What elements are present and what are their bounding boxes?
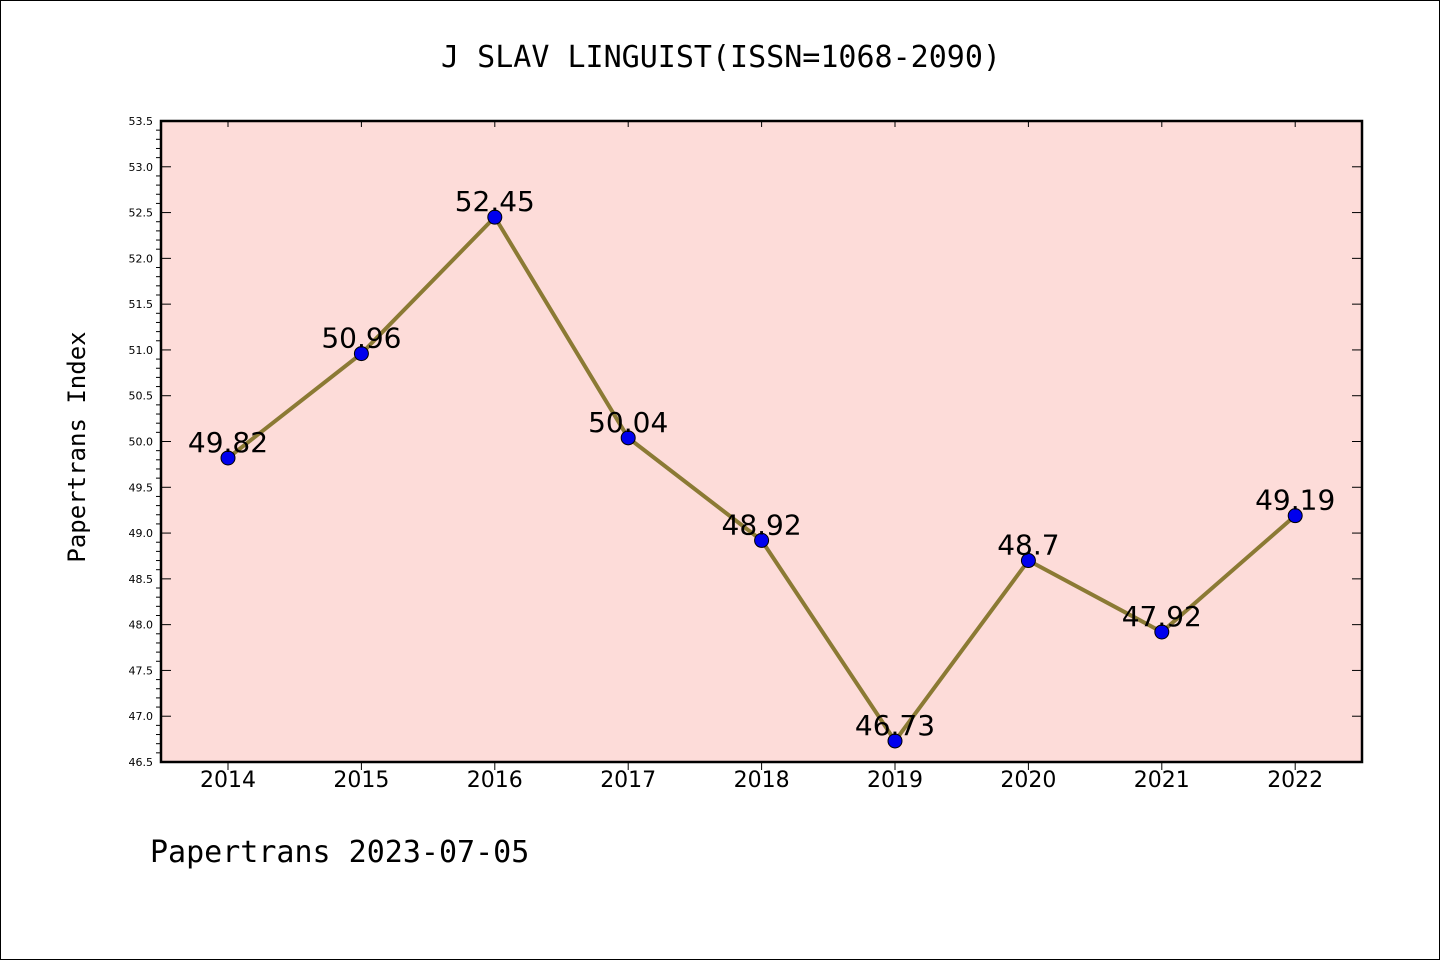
chart-title: J SLAV LINGUIST(ISSN=1068-2090) — [441, 40, 1001, 75]
data-label: 49.19 — [1255, 484, 1335, 517]
data-point-marker — [887, 733, 903, 749]
y-tick-label: 51.0 — [129, 344, 154, 357]
data-label: 49.82 — [188, 426, 268, 459]
x-tick-label: 2014 — [200, 768, 256, 793]
y-tick-label: 47.5 — [129, 664, 154, 677]
x-tick-label: 2018 — [734, 768, 790, 793]
data-label: 50.96 — [321, 322, 401, 355]
y-tick-label: 46.5 — [129, 756, 154, 769]
data-label: 48.92 — [722, 508, 802, 541]
y-axis-label: Papertrans Index — [63, 331, 91, 562]
plot-frame — [159, 119, 1364, 764]
y-tick-label: 50.5 — [129, 390, 154, 403]
y-tick-label: 48.5 — [129, 573, 154, 586]
data-point-marker — [1154, 624, 1170, 640]
data-labels-group: 49.82 50.96 52.45 50.04 48.92 46.73 48.7 47.92 4… — [188, 185, 1335, 742]
data-point-marker — [1020, 553, 1036, 569]
y-tick-label: 53.5 — [129, 115, 154, 128]
data-point-marker — [1287, 508, 1303, 524]
data-label: 50.04 — [588, 406, 668, 439]
x-tick-label: 2019 — [867, 768, 923, 793]
data-point-marker — [220, 450, 236, 466]
x-tick-label: 2020 — [1000, 768, 1056, 793]
y-tick-label: 53.0 — [129, 161, 154, 174]
x-tick-label: 2015 — [333, 768, 389, 793]
data-point-marker — [487, 209, 503, 225]
y-tick-label: 52.0 — [129, 252, 154, 265]
data-label: 46.73 — [855, 709, 935, 742]
y-tick-label: 49.0 — [129, 527, 154, 540]
y-tick-label: 51.5 — [129, 298, 154, 311]
series-line-group — [220, 209, 1303, 749]
data-label: 47.92 — [1122, 600, 1202, 633]
data-label: 52.45 — [455, 185, 535, 218]
data-point-marker — [754, 532, 770, 548]
data-point-marker — [353, 346, 369, 362]
data-label: 48.7 — [997, 529, 1059, 562]
x-tick-label: 2017 — [600, 768, 656, 793]
x-tick-label: 2022 — [1267, 768, 1323, 793]
plot-area — [161, 121, 1362, 762]
data-point-marker — [620, 430, 636, 446]
y-tick-label: 52.5 — [129, 207, 154, 220]
axis-ticks: 46.5 47.0 47.5 48.0 48.5 49.0 49.5 50.0 50.5 51.0… — [129, 115, 1362, 793]
y-tick-label: 49.5 — [129, 481, 154, 494]
x-tick-label: 2016 — [467, 768, 523, 793]
y-tick-label: 48.0 — [129, 619, 154, 632]
y-tick-label: 47.0 — [129, 710, 154, 723]
x-tick-label: 2021 — [1134, 768, 1190, 793]
footer-credit: Papertrans 2023-07-05 — [150, 835, 530, 870]
y-tick-label: 50.0 — [129, 436, 154, 449]
